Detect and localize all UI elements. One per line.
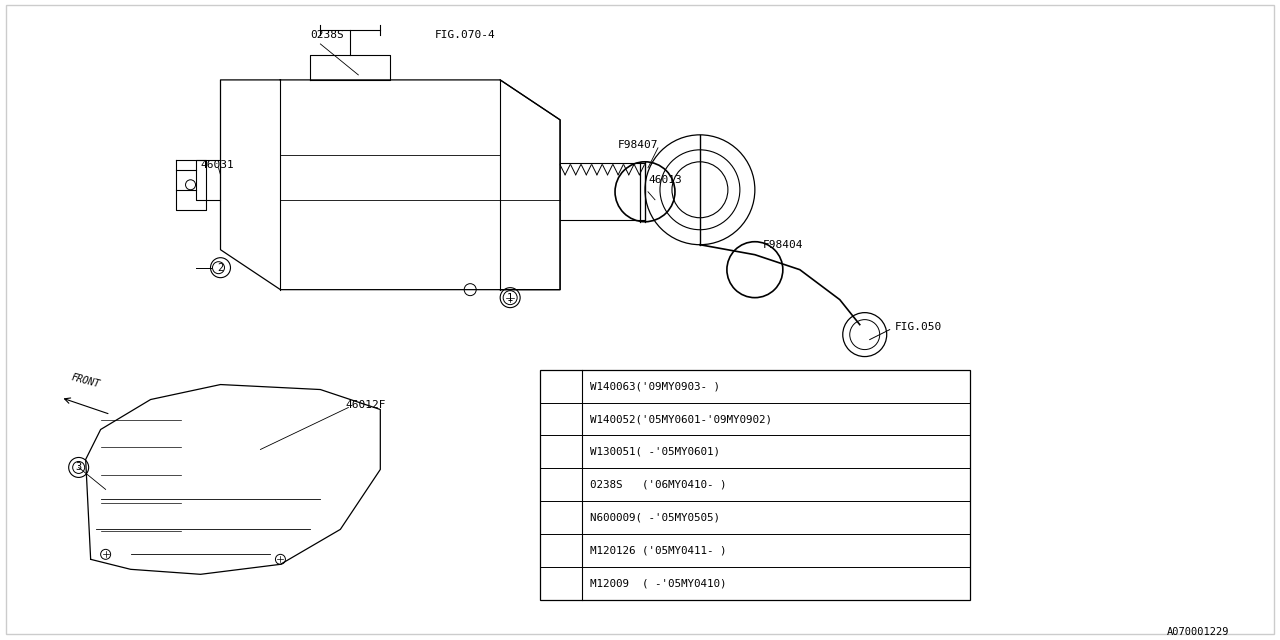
Text: A070001229: A070001229 <box>1167 627 1229 637</box>
Text: 3: 3 <box>559 414 566 424</box>
Bar <box>540 369 970 600</box>
Text: 0238S: 0238S <box>310 30 344 40</box>
Text: F98404: F98404 <box>763 240 804 250</box>
Text: 46012F: 46012F <box>346 399 385 410</box>
Text: W130051( -'05MY0601): W130051( -'05MY0601) <box>590 447 721 457</box>
Text: W140063('09MY0903- ): W140063('09MY0903- ) <box>590 381 721 391</box>
Text: N600009( -'05MY0505): N600009( -'05MY0505) <box>590 513 721 523</box>
Text: F98407: F98407 <box>618 140 658 150</box>
Text: FRONT: FRONT <box>70 372 101 390</box>
Text: 0238S   ('06MY0410- ): 0238S ('06MY0410- ) <box>590 480 727 490</box>
Text: FIG.050: FIG.050 <box>895 322 942 332</box>
Text: M12009  ( -'05MY0410): M12009 ( -'05MY0410) <box>590 579 727 589</box>
Text: 46031: 46031 <box>201 160 234 170</box>
Text: FIG.070-4: FIG.070-4 <box>435 30 495 40</box>
Text: W140052('05MY0601-'09MY0902): W140052('05MY0601-'09MY0902) <box>590 414 772 424</box>
Text: 3: 3 <box>76 463 82 472</box>
Text: 2: 2 <box>559 497 566 506</box>
Text: 2: 2 <box>218 262 224 273</box>
Text: 46013: 46013 <box>648 175 682 185</box>
Text: 1: 1 <box>559 563 566 572</box>
Text: M120126 ('05MY0411- ): M120126 ('05MY0411- ) <box>590 546 727 556</box>
Text: 1: 1 <box>507 292 513 303</box>
